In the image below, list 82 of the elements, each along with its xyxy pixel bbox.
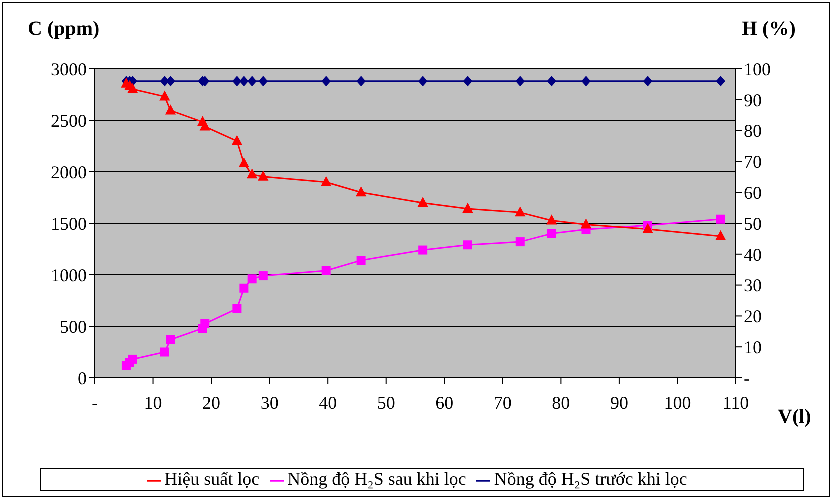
point [128, 354, 138, 364]
y2-tick-label: 100 [744, 59, 771, 80]
legend-label: Hiệu suất lọc [164, 469, 260, 489]
point [166, 105, 176, 115]
point [716, 76, 726, 86]
x-tick-label: 80 [552, 392, 570, 413]
point [160, 91, 170, 101]
point [232, 76, 242, 86]
point [716, 214, 726, 224]
point [160, 348, 170, 357]
y-tick-label: 2500 [51, 110, 87, 131]
legend-label: Nồng độ H₂S trước khi lọc [494, 469, 688, 489]
point [356, 256, 366, 266]
point [643, 224, 654, 234]
y-axis-title: C (ppm) [28, 18, 100, 41]
point [516, 76, 525, 86]
point [200, 319, 210, 328]
point [356, 187, 366, 197]
point [516, 238, 525, 247]
y2-tick-label: 10 [744, 337, 762, 358]
point [547, 76, 556, 86]
point [321, 176, 332, 186]
point [166, 76, 176, 86]
x-tick-label: 40 [319, 392, 338, 413]
point [240, 76, 249, 86]
x-axis-title: V(l) [778, 406, 812, 429]
x-tick-label: 10 [144, 392, 162, 413]
point [240, 284, 249, 293]
y2-tick-label: 50 [744, 214, 762, 234]
point [515, 207, 526, 217]
y-tick-label: 0 [78, 368, 87, 388]
point [463, 76, 472, 86]
y2-tick-label: 30 [744, 276, 762, 296]
point [322, 76, 331, 86]
x-tick-label: 50 [377, 392, 396, 413]
x-tick-label: 20 [202, 392, 221, 413]
point [248, 76, 257, 86]
y-tick-label: 3000 [51, 59, 87, 80]
point [418, 246, 428, 255]
point [200, 121, 210, 131]
point [463, 240, 472, 250]
point [418, 76, 428, 86]
point [546, 215, 557, 225]
y2-tick-label: 90 [744, 90, 762, 110]
point [232, 136, 242, 146]
point [258, 272, 268, 281]
point [582, 76, 591, 86]
y-tick-label: 500 [60, 316, 87, 337]
y-tick-label: 1500 [51, 214, 87, 234]
point [239, 158, 250, 168]
point [547, 229, 556, 238]
y2-tick-label: 80 [744, 121, 762, 142]
x-tick-label: 30 [260, 392, 279, 413]
point [418, 198, 428, 208]
point [248, 274, 257, 284]
x-tick-label: 70 [494, 392, 512, 413]
x-tick-label: 60 [436, 392, 454, 413]
point [644, 76, 653, 86]
y2-tick-label: 20 [744, 306, 762, 327]
y2-axis-title: H (%) [742, 18, 796, 41]
x-tick-label: 110 [722, 392, 750, 413]
legend-label: Nồng độ H₂S sau khi lọc [288, 469, 466, 489]
x-tick-label: 100 [664, 392, 692, 413]
point [232, 304, 242, 314]
y2-tick-label: 40 [744, 244, 762, 265]
point [128, 84, 138, 94]
point [258, 76, 268, 86]
y-tick-label: 1000 [51, 265, 87, 286]
point [247, 169, 258, 179]
x-tick-label: 90 [610, 392, 628, 413]
y2-tick-label: - [744, 368, 750, 388]
point [166, 335, 176, 344]
y-tick-label: 2000 [51, 162, 87, 182]
point [258, 171, 268, 181]
point [716, 230, 726, 240]
point [581, 219, 592, 229]
point [356, 76, 366, 86]
point [322, 266, 331, 276]
y2-tick-label: 60 [744, 182, 762, 203]
point [462, 203, 473, 213]
y2-tick-label: 70 [744, 152, 762, 172]
x-tick-label: - [92, 392, 98, 413]
